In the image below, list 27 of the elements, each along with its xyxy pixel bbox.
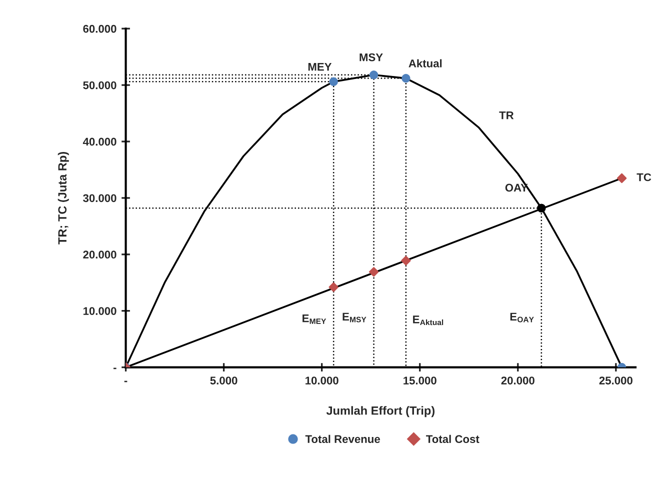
- annotation: E$_{MEY}$: [302, 314, 326, 324]
- annotation: E$_{MSY}$: [342, 312, 366, 322]
- y-tick-label: -: [113, 368, 116, 370]
- x-tick-label: 15.000: [404, 376, 436, 384]
- annotation: MEY: [308, 63, 332, 71]
- y-axis-title: TR; TC (Juta Rp): [58, 152, 69, 244]
- x-tick-label: -: [124, 380, 128, 382]
- x-axis-title: Jumlah Effort (Trip): [326, 406, 435, 418]
- x-tick-label: 5.000: [210, 376, 238, 384]
- y-tick-label: 60.000: [83, 24, 116, 33]
- annotation: Aktual: [408, 59, 442, 68]
- annotation: TR: [499, 112, 514, 120]
- legend-label: Total Cost: [426, 434, 480, 444]
- annotation: OAY: [505, 184, 528, 192]
- y-tick-label: 20.000: [83, 250, 116, 259]
- x-tick-label: 25.000: [599, 376, 632, 384]
- legend-label: Total Revenue: [305, 434, 380, 444]
- y-tick-label: 30.000: [83, 194, 116, 202]
- annotation: E$_{Aktual}$: [413, 316, 444, 326]
- annotation: E$_{OAY}$: [510, 312, 534, 322]
- x-tick-label: 10.000: [306, 376, 338, 384]
- annotation: TC: [636, 173, 652, 182]
- y-tick-label: 10.000: [83, 307, 116, 315]
- y-tick-label: 50.000: [83, 81, 116, 90]
- y-tick-label: 40.000: [82, 138, 116, 146]
- annotation: MSY: [360, 53, 383, 62]
- x-tick-label: 20.000: [501, 376, 534, 384]
